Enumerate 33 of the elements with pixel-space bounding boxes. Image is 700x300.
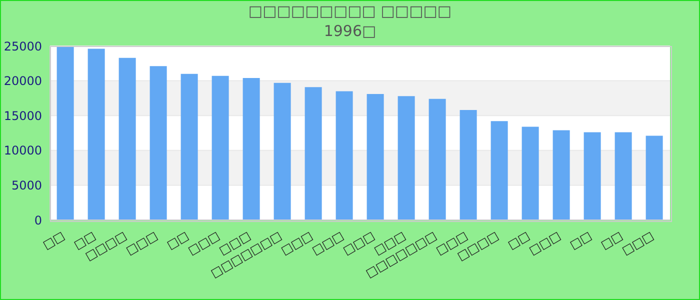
x-tick-label: □□ [598, 228, 625, 252]
y-tick-label: 10000 [4, 144, 42, 158]
x-tick-label: □□ [505, 228, 532, 252]
bar [304, 87, 322, 220]
bar [398, 96, 415, 220]
bar [522, 126, 539, 220]
y-tick-label: 15000 [4, 108, 42, 123]
x-tick-label: □□ [567, 228, 594, 252]
bar [460, 110, 477, 220]
x-tick-label: □□ [40, 228, 67, 252]
x-tick-label: □□ [164, 228, 191, 252]
bar [490, 121, 508, 220]
bar [552, 130, 570, 220]
bar [274, 82, 291, 220]
bar [336, 91, 353, 220]
y-tick-label: 5000 [11, 178, 42, 192]
y-tick-label: 25000 [4, 39, 42, 54]
y-tick-label: 20000 [4, 74, 42, 88]
bar [614, 132, 632, 220]
bar [242, 78, 260, 220]
bar [428, 98, 446, 220]
chart-title: □□□□□□□□□ □□□□□ [247, 2, 453, 20]
bar [88, 48, 105, 220]
bar [646, 136, 663, 220]
bar [584, 132, 601, 220]
bar [212, 76, 229, 220]
bar [150, 66, 167, 220]
bar [180, 74, 198, 220]
y-tick-label: 0 [34, 213, 42, 228]
chart-subtitle: 1996□ [322, 22, 378, 40]
bar [56, 46, 74, 220]
bar [366, 94, 384, 220]
bar [118, 58, 136, 220]
